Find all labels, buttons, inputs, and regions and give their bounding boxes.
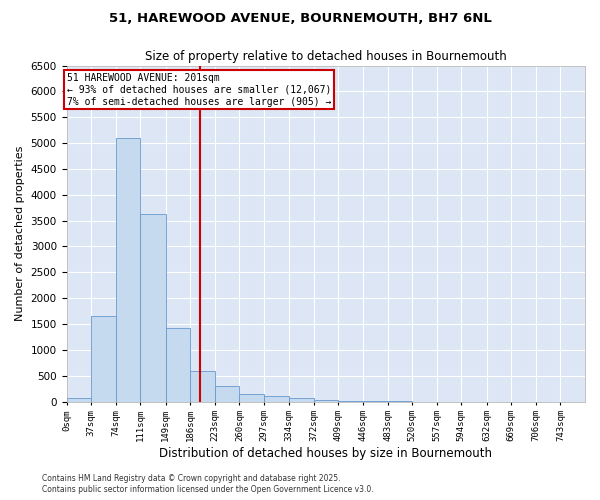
Bar — [264, 396, 289, 402]
Bar — [166, 328, 190, 402]
Bar — [140, 214, 166, 402]
Bar — [239, 394, 264, 402]
Text: 51 HAREWOOD AVENUE: 201sqm
← 93% of detached houses are smaller (12,067)
7% of s: 51 HAREWOOD AVENUE: 201sqm ← 93% of deta… — [67, 74, 332, 106]
Bar — [338, 401, 363, 402]
Bar — [314, 400, 338, 402]
Bar — [91, 316, 116, 402]
Text: Contains HM Land Registry data © Crown copyright and database right 2025.
Contai: Contains HM Land Registry data © Crown c… — [42, 474, 374, 494]
Bar — [289, 398, 314, 402]
Bar — [215, 386, 239, 402]
X-axis label: Distribution of detached houses by size in Bournemouth: Distribution of detached houses by size … — [159, 447, 492, 460]
Text: 51, HAREWOOD AVENUE, BOURNEMOUTH, BH7 6NL: 51, HAREWOOD AVENUE, BOURNEMOUTH, BH7 6N… — [109, 12, 491, 26]
Bar — [116, 138, 140, 402]
Bar — [190, 370, 215, 402]
Bar — [67, 398, 91, 402]
Y-axis label: Number of detached properties: Number of detached properties — [15, 146, 25, 321]
Title: Size of property relative to detached houses in Bournemouth: Size of property relative to detached ho… — [145, 50, 506, 63]
